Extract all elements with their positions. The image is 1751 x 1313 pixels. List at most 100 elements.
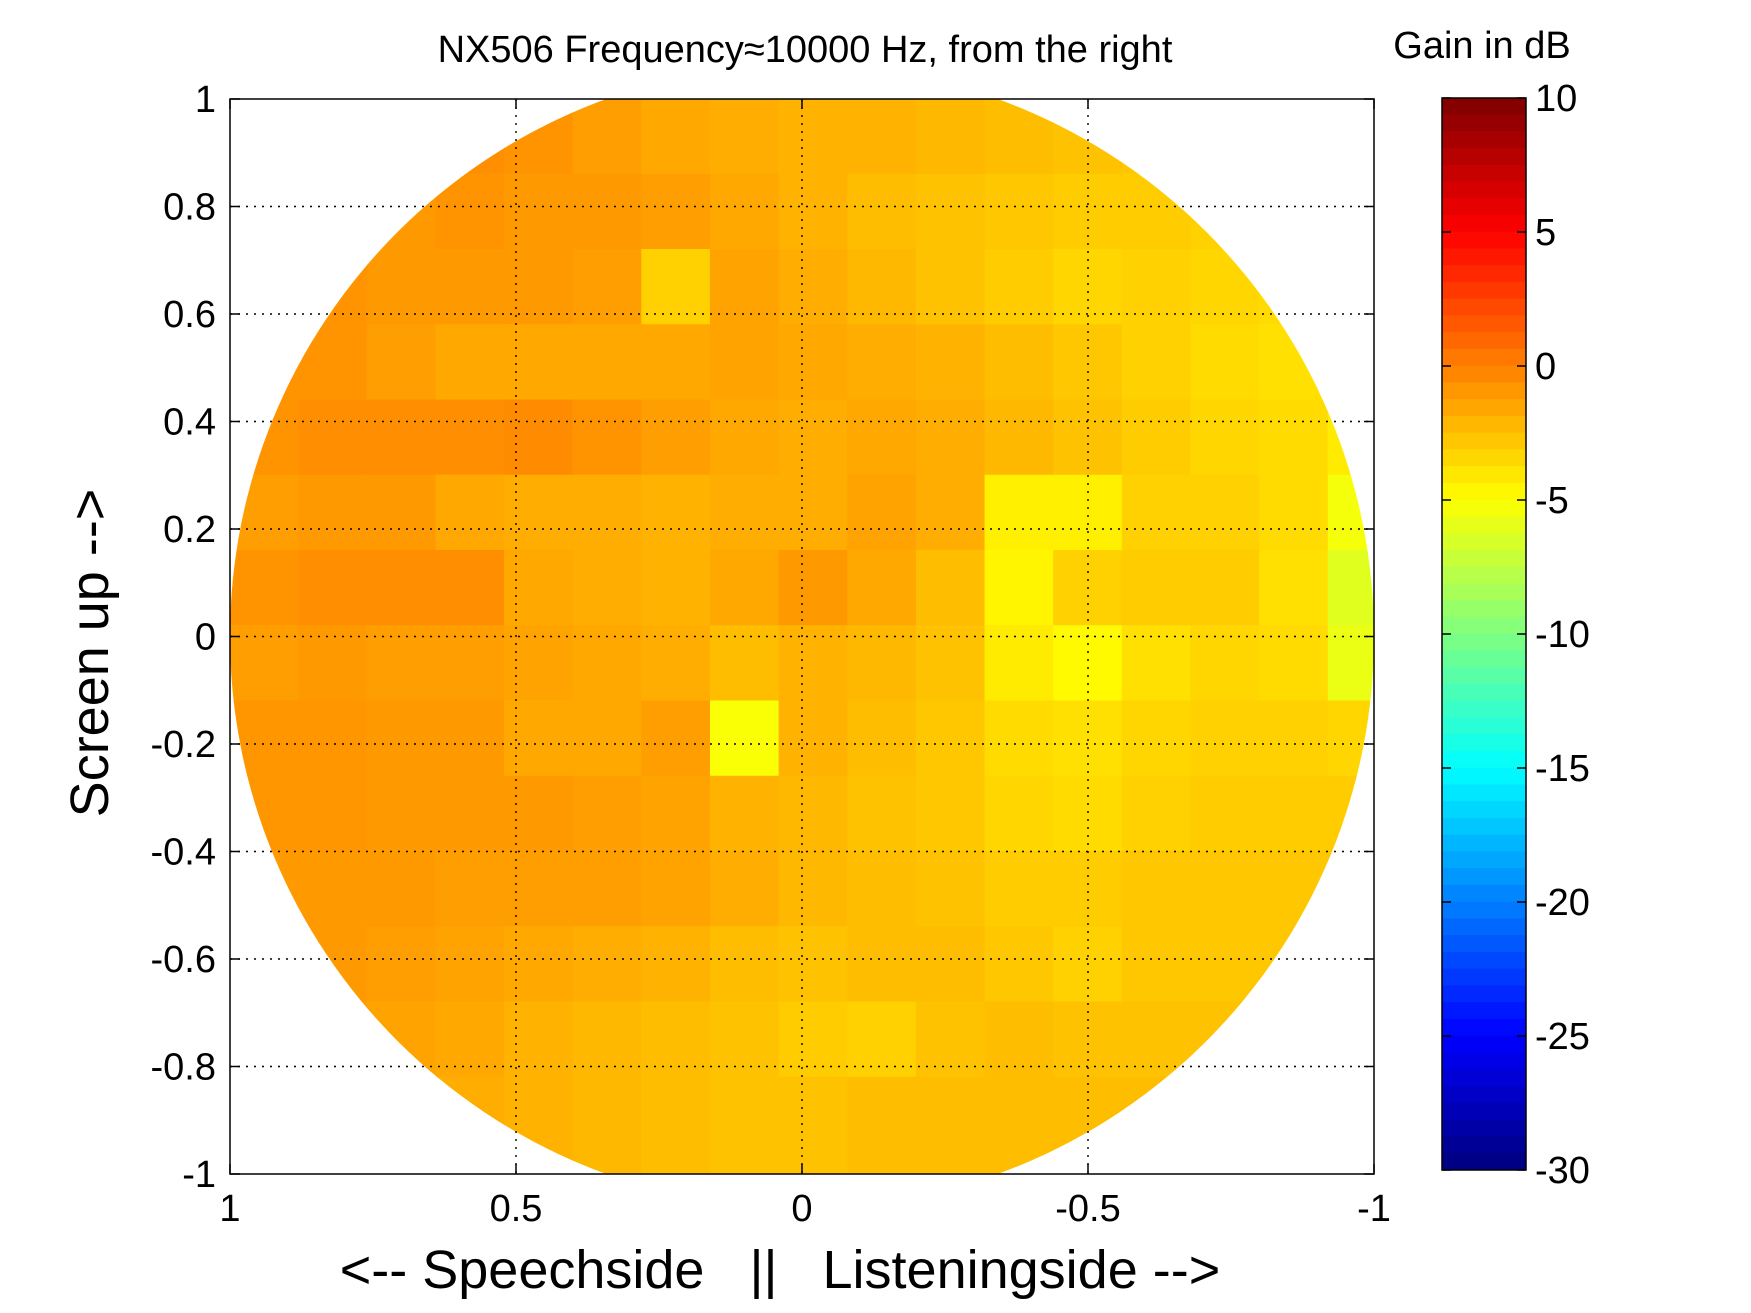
gain-cell bbox=[1259, 700, 1329, 777]
colorbar-band bbox=[1442, 968, 1526, 987]
gain-cell bbox=[504, 324, 574, 401]
y-axis-label: Screen up --> bbox=[60, 489, 120, 818]
gain-cell bbox=[709, 474, 780, 551]
gain-cell bbox=[1190, 550, 1261, 627]
gain-cell bbox=[778, 625, 849, 702]
gain-cell bbox=[641, 1001, 711, 1078]
y-tick-label: 0.2 bbox=[163, 509, 216, 551]
gain-cell bbox=[847, 1001, 917, 1078]
colorbar-band bbox=[1442, 1102, 1526, 1121]
gain-cell bbox=[1259, 474, 1329, 551]
gain-cell bbox=[435, 399, 506, 476]
colorbar-band bbox=[1442, 499, 1526, 518]
gain-cell bbox=[915, 625, 986, 702]
gain-cell bbox=[709, 851, 780, 928]
gain-cell bbox=[1121, 399, 1192, 476]
gain-cell bbox=[366, 625, 437, 702]
y-tick-label: 0 bbox=[195, 617, 216, 659]
colorbar-band bbox=[1442, 231, 1526, 250]
gain-cell bbox=[984, 399, 1055, 476]
gain-cell bbox=[641, 98, 711, 175]
gain-cell bbox=[366, 700, 437, 777]
colorbar-tick-label: 0 bbox=[1535, 346, 1556, 388]
gain-cell bbox=[915, 851, 986, 928]
colorbar-band bbox=[1442, 1018, 1526, 1037]
colorbar-band bbox=[1442, 265, 1526, 283]
colorbar-band bbox=[1442, 482, 1526, 501]
gain-cell bbox=[230, 550, 300, 627]
colorbar-band bbox=[1442, 214, 1526, 233]
x-axis-ticks: 1 0.5 0 -0.5 -1 bbox=[219, 99, 1391, 1230]
gain-cell bbox=[1121, 926, 1192, 1003]
colorbar-band bbox=[1442, 750, 1526, 769]
colorbar-band bbox=[1442, 583, 1526, 601]
gain-cell bbox=[641, 775, 711, 852]
colorbar-band bbox=[1442, 667, 1526, 685]
colorbar-band bbox=[1442, 868, 1526, 886]
gain-cell bbox=[298, 550, 368, 627]
y-tick-label: 1 bbox=[195, 79, 216, 121]
gain-cell bbox=[847, 98, 917, 175]
gain-cell bbox=[778, 1001, 849, 1078]
gain-cell bbox=[1121, 1001, 1192, 1078]
x-tick-label: 0 bbox=[791, 1188, 812, 1230]
gain-cell bbox=[572, 550, 643, 627]
colorbar-band bbox=[1442, 114, 1526, 132]
gain-cell bbox=[1053, 1001, 1123, 1078]
gain-cell bbox=[366, 399, 437, 476]
gain-cell bbox=[641, 474, 711, 551]
gain-cell bbox=[778, 775, 849, 852]
colorbar-band bbox=[1442, 801, 1526, 819]
gain-cell bbox=[778, 324, 849, 401]
colorbar-band bbox=[1442, 449, 1526, 467]
gain-cell bbox=[1121, 775, 1192, 852]
gain-cell bbox=[435, 625, 506, 702]
colorbar-band bbox=[1442, 281, 1526, 300]
gain-cell bbox=[778, 399, 849, 476]
y-tick-label: -1 bbox=[182, 1154, 216, 1196]
gain-cell bbox=[641, 173, 711, 250]
gain-cell bbox=[1327, 625, 1374, 702]
gain-cell bbox=[1053, 625, 1123, 702]
colorbar-band bbox=[1442, 164, 1526, 183]
gain-cell bbox=[984, 1001, 1055, 1078]
grid-lines bbox=[230, 99, 1374, 1174]
colorbar-band bbox=[1442, 985, 1526, 1003]
gain-cell bbox=[366, 851, 437, 928]
colorbar-band bbox=[1442, 918, 1526, 936]
colorbar-label: Gain in dB bbox=[1393, 25, 1570, 67]
gain-cell bbox=[778, 700, 849, 777]
y-axis-ticks: 1 0.8 0.6 0.4 0.2 0 -0.2 -0.4 -0.6 -0.8 -1 bbox=[151, 79, 1374, 1196]
gain-cell bbox=[641, 625, 711, 702]
gain-cell bbox=[709, 1076, 780, 1175]
gain-cell bbox=[641, 851, 711, 928]
gain-cell bbox=[641, 700, 711, 777]
gain-cell bbox=[847, 249, 917, 326]
gain-cell bbox=[1053, 399, 1123, 476]
gain-cell bbox=[435, 851, 506, 928]
gain-cell bbox=[572, 474, 643, 551]
gain-cell bbox=[1121, 550, 1192, 627]
colorbar-band bbox=[1442, 365, 1526, 384]
colorbar-band bbox=[1442, 1052, 1526, 1070]
gain-cell bbox=[984, 700, 1055, 777]
colorbar-tick-label: -5 bbox=[1535, 480, 1569, 522]
gain-cell bbox=[1121, 474, 1192, 551]
gain-cell bbox=[847, 851, 917, 928]
gain-cell bbox=[709, 550, 780, 627]
gain-cell bbox=[1190, 775, 1261, 852]
colorbar-band bbox=[1442, 884, 1526, 903]
gain-cell bbox=[1190, 324, 1261, 401]
gain-cell bbox=[778, 474, 849, 551]
gain-cell bbox=[572, 249, 643, 326]
gain-cell bbox=[709, 700, 780, 777]
gain-cell bbox=[984, 851, 1055, 928]
gain-cell bbox=[709, 775, 780, 852]
gain-cell bbox=[915, 249, 986, 326]
y-tick-label: -0.6 bbox=[151, 939, 216, 981]
chart-title: NX506 Frequency≈10000 Hz, from the right bbox=[438, 29, 1173, 71]
gain-cell bbox=[1190, 625, 1261, 702]
gain-cell bbox=[298, 474, 368, 551]
gain-cell bbox=[572, 1001, 643, 1078]
y-tick-label: -0.4 bbox=[151, 832, 216, 874]
